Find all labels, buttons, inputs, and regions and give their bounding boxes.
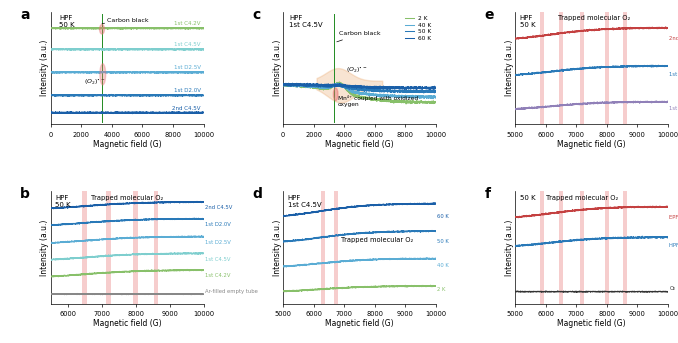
Text: EPF-1st C4.5V: EPF-1st C4.5V xyxy=(669,215,678,220)
Text: Trapped molecular O₂: Trapped molecular O₂ xyxy=(546,195,618,201)
Bar xyxy=(559,191,563,304)
Text: 1st D2.0V: 1st D2.0V xyxy=(174,88,201,94)
Y-axis label: Intensity (a.u.): Intensity (a.u.) xyxy=(41,40,49,96)
Text: 1st C4.5V: 1st C4.5V xyxy=(174,43,201,47)
Bar xyxy=(623,12,627,124)
Text: 1st D2.5V: 1st D2.5V xyxy=(174,66,201,70)
Text: HPF
50 K: HPF 50 K xyxy=(59,15,75,28)
Text: c: c xyxy=(252,8,260,22)
Bar xyxy=(605,12,609,124)
Text: 2nd C4.5V: 2nd C4.5V xyxy=(669,36,678,41)
X-axis label: Magnetic field (G): Magnetic field (G) xyxy=(557,319,626,328)
Bar xyxy=(83,191,87,304)
Text: 1st C4.5V: 1st C4.5V xyxy=(669,106,678,110)
Bar xyxy=(321,191,325,304)
Text: HPF
1st C4.5V: HPF 1st C4.5V xyxy=(287,195,321,208)
Text: 1st C4.5V: 1st C4.5V xyxy=(205,257,231,262)
X-axis label: Magnetic field (G): Magnetic field (G) xyxy=(93,319,161,328)
Bar xyxy=(559,12,563,124)
Text: Trapped molecular O₂: Trapped molecular O₂ xyxy=(91,195,163,201)
Y-axis label: Intensity (a.u.): Intensity (a.u.) xyxy=(41,219,49,276)
Text: 1st D2.5V: 1st D2.5V xyxy=(669,72,678,77)
Legend: 2 K, 40 K, 50 K, 60 K: 2 K, 40 K, 50 K, 60 K xyxy=(404,15,433,42)
Text: f: f xyxy=(485,187,491,201)
Text: 2nd C4.5V: 2nd C4.5V xyxy=(205,205,233,210)
Text: a: a xyxy=(20,8,30,22)
Text: 1st D2.0V: 1st D2.0V xyxy=(205,222,231,227)
Text: $(O_2)^{\bullet-}$: $(O_2)^{\bullet-}$ xyxy=(346,66,367,75)
Text: 2 K: 2 K xyxy=(437,287,445,293)
Bar xyxy=(605,191,609,304)
Text: HPF
50 K: HPF 50 K xyxy=(56,195,71,208)
X-axis label: Magnetic field (G): Magnetic field (G) xyxy=(325,319,394,328)
Text: 40 K: 40 K xyxy=(437,263,449,268)
Ellipse shape xyxy=(334,88,338,100)
Text: e: e xyxy=(485,8,494,22)
Text: 50 K: 50 K xyxy=(437,239,449,244)
Ellipse shape xyxy=(100,64,106,85)
Y-axis label: Intensity (a.u.): Intensity (a.u.) xyxy=(504,40,514,96)
Text: 60 K: 60 K xyxy=(437,214,449,219)
Text: $(O_2)^{\bullet-}$: $(O_2)^{\bullet-}$ xyxy=(85,78,106,87)
Bar xyxy=(106,191,111,304)
Text: 1st C4.2V: 1st C4.2V xyxy=(205,273,231,279)
Text: Trapped molecular O₂: Trapped molecular O₂ xyxy=(341,237,414,243)
Text: O₂: O₂ xyxy=(669,286,675,292)
Bar xyxy=(540,12,544,124)
Text: 2nd C4.5V: 2nd C4.5V xyxy=(172,106,201,111)
X-axis label: Magnetic field (G): Magnetic field (G) xyxy=(93,140,161,149)
Text: 1st D2.5V: 1st D2.5V xyxy=(205,240,231,245)
Bar xyxy=(580,191,584,304)
Bar xyxy=(334,191,338,304)
Y-axis label: Intensity (a.u.): Intensity (a.u.) xyxy=(273,219,281,276)
Text: Trapped molecular O₂: Trapped molecular O₂ xyxy=(558,15,630,21)
Bar xyxy=(580,12,584,124)
Y-axis label: Intensity (a.u.): Intensity (a.u.) xyxy=(504,219,514,276)
Text: HPF-1st C4.5V: HPF-1st C4.5V xyxy=(669,243,678,248)
Text: Carbon black: Carbon black xyxy=(337,31,381,42)
Ellipse shape xyxy=(100,24,104,34)
Text: 1st C4.2V: 1st C4.2V xyxy=(174,21,201,26)
Text: Mn⁴⁺ coupled with oxidized
oxygen: Mn⁴⁺ coupled with oxidized oxygen xyxy=(338,95,418,107)
Text: Carbon black: Carbon black xyxy=(102,18,149,24)
Bar xyxy=(154,191,159,304)
Text: b: b xyxy=(20,187,31,201)
Text: HPF
1st C4.5V: HPF 1st C4.5V xyxy=(289,15,323,28)
Text: d: d xyxy=(252,187,262,201)
Text: 50 K: 50 K xyxy=(520,195,536,201)
Y-axis label: Intensity (a.u.): Intensity (a.u.) xyxy=(273,40,281,96)
X-axis label: Magnetic field (G): Magnetic field (G) xyxy=(325,140,394,149)
Text: Ar-filled empty tube: Ar-filled empty tube xyxy=(205,289,258,294)
Bar xyxy=(623,191,627,304)
X-axis label: Magnetic field (G): Magnetic field (G) xyxy=(557,140,626,149)
Bar xyxy=(540,191,544,304)
Text: HPF
50 K: HPF 50 K xyxy=(520,15,536,28)
Bar xyxy=(134,191,138,304)
